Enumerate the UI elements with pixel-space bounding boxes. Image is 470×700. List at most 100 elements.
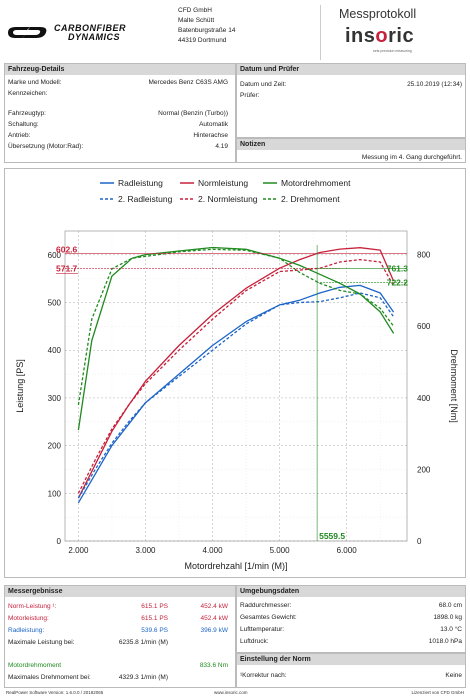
insoric-logo: Messprotokoll insoric sets precision mea… xyxy=(320,5,466,60)
vehicle-label: Marke und Modell: xyxy=(8,79,62,86)
y2-tick-label: 0 xyxy=(417,537,422,546)
y-tick-label: 600 xyxy=(48,251,62,260)
x-axis-label: Motordrehzahl [1/min (M)] xyxy=(184,561,287,571)
x-tick-label: 5.000 xyxy=(270,546,291,555)
env-value: 1018.0 hPa xyxy=(428,638,462,645)
y2-tick-label: 600 xyxy=(417,322,431,331)
series-line-2-normleistung xyxy=(77,258,395,494)
y-tick-label: 400 xyxy=(48,346,62,355)
result-label: Motorleistung: xyxy=(8,615,49,622)
env-value: 68.0 cm xyxy=(438,602,462,609)
y-tick-label: 0 xyxy=(57,537,62,546)
result-value-ps: 539.6 PS xyxy=(141,627,168,634)
vehicle-value: Mercedes Benz C63S AMG xyxy=(148,79,228,86)
notes-panel: Notizen xyxy=(236,138,466,163)
norm-section-title: Einstellung der Norm xyxy=(237,654,465,665)
result-value-nm: 833.6 Nm xyxy=(199,662,228,669)
y-tick-label: 500 xyxy=(48,299,62,308)
date-label: Prüfer: xyxy=(240,92,260,99)
company-address: CFD GmbH Malte Schütt Batenburgstraße 14… xyxy=(178,6,235,46)
address-line: Batenburgstraße 14 xyxy=(178,27,236,34)
document-title: Messprotokoll xyxy=(339,7,417,21)
result-label: Radleistung: xyxy=(8,627,45,634)
footer-software: RealPower Software Version: 1.6.0.0 / 20… xyxy=(6,690,104,695)
result-value-rpm: 4329.3 1/min (M) xyxy=(118,674,168,681)
env-label: Raddurchmesser: xyxy=(240,602,292,609)
result-value-ps: 6235.8 1/min (M) xyxy=(118,639,168,646)
y2-tick-label: 400 xyxy=(417,394,431,403)
chart-grid xyxy=(65,231,407,542)
vehicle-details-panel: Fahrzeug-Details xyxy=(4,63,236,163)
cfd-logo-icon xyxy=(8,27,47,38)
plot-border xyxy=(64,230,408,542)
vehicle-label: Antrieb: xyxy=(8,132,31,139)
result-value-kw: 452.4 kW xyxy=(200,615,228,622)
x-tick-label: 4.000 xyxy=(203,546,224,555)
y2-tick-label: 200 xyxy=(417,465,431,474)
address-line: 44319 Dortmund xyxy=(178,37,227,44)
vehicle-label: Kennzeichen: xyxy=(8,90,48,97)
vehicle-label: Schaltung: xyxy=(8,121,39,128)
annotation-rpm: 5559.5 xyxy=(319,531,345,541)
logo-part: o xyxy=(375,25,389,47)
chart-legend: Radleistung Normleistung Motordrehmoment 2.… xyxy=(100,178,351,204)
vehicle-label: Übersetzung (Motor:Rad): xyxy=(8,143,84,150)
dyno-chart: Radleistung Normleistung Motordrehmoment 2.… xyxy=(15,178,459,571)
chart-annotations: 602.6 571.7 761.3 722.2 5559.5 xyxy=(56,245,408,541)
annotation-green-high: 761.3 xyxy=(387,263,409,273)
company-logo: CARBONFIBER DYNAMICS xyxy=(6,22,166,44)
date-label: Datum und Zeit: xyxy=(240,81,287,88)
vehicle-value: 4.19 xyxy=(215,143,228,150)
chart-series xyxy=(77,246,395,504)
vehicle-value: Automatik xyxy=(199,121,228,128)
series-line-2-radleistung xyxy=(77,292,395,499)
notes-text: Messung im 4. Gang durchgeführt. xyxy=(361,154,462,161)
env-label: Lufttemperatur: xyxy=(240,626,285,633)
series-line-normleistung xyxy=(77,247,395,499)
result-value-ps: 615.1 PS xyxy=(141,615,168,622)
norm-panel: Einstellung der Norm xyxy=(236,653,466,688)
x-tick-label: 2.000 xyxy=(68,546,89,555)
legend-label: Normleistung xyxy=(198,178,248,188)
y2-tick-label: 800 xyxy=(417,251,431,260)
brand-line2: DYNAMICS xyxy=(68,32,121,42)
env-label: Gesamtes Gewicht: xyxy=(240,614,297,621)
legend-label: 2. Drehmoment xyxy=(281,194,340,204)
annotation-green-low: 722.2 xyxy=(387,277,409,287)
y-axis-label: Leistung [PS] xyxy=(15,359,25,413)
brand-name: CARBONFIBER DYNAMICS xyxy=(54,24,126,42)
logo-slogan: sets precision measuring xyxy=(373,49,412,53)
result-label: Maximales Drehmoment bei: xyxy=(8,674,91,681)
result-label: Norm-Leistung ¹: xyxy=(8,603,57,610)
y-tick-label: 300 xyxy=(48,394,62,403)
result-value-kw: 396.9 kW xyxy=(200,627,228,634)
vehicle-label: Fahrzeugtyp: xyxy=(8,110,46,117)
notes-section-title: Notizen xyxy=(237,139,465,150)
logo-part: ric xyxy=(388,25,415,47)
y2-axis-label: Drehmoment [Nm] xyxy=(449,349,459,423)
brand-line1: CARBONFIBER xyxy=(54,23,126,33)
annotation-red-high: 602.6 xyxy=(56,245,78,255)
footer-website[interactable]: www.insoric.com xyxy=(214,690,248,695)
environment-section-title: Umgebungsdaten xyxy=(237,586,465,597)
env-label: Luftdruck: xyxy=(240,638,269,645)
legend-label: Motordrehmoment xyxy=(281,178,351,188)
series-line-motordrehmoment xyxy=(77,246,395,431)
insoric-wordmark: insoric xyxy=(345,25,414,48)
result-value-ps: 615.1 PS xyxy=(141,603,168,610)
legend-label: 2. Radleistung xyxy=(118,194,173,204)
logo-part: ins xyxy=(345,25,376,47)
address-line: CFD GmbH xyxy=(178,7,212,14)
result-value-kw: 452.4 kW xyxy=(200,603,228,610)
results-panel: Messergebnisse xyxy=(4,585,236,688)
norm-value: Keine xyxy=(445,672,462,679)
vehicle-value: Normal (Benzin (Turbo)) xyxy=(158,110,228,117)
environment-panel: Umgebungsdaten xyxy=(236,585,466,653)
date-section-title: Datum und Prüfer xyxy=(237,64,465,75)
result-label: Motordrehmoment xyxy=(8,662,62,669)
chart-axes: 2.000 3.000 4.000 5.000 6.000 0 100 200 300 400 50… xyxy=(15,230,459,571)
chart-panel: Radleistung Normleistung Motordrehmoment 2.… xyxy=(4,168,466,578)
vehicle-section-title: Fahrzeug-Details xyxy=(5,64,235,75)
norm-label: ¹Korrektur nach: xyxy=(240,672,287,679)
results-section-title: Messergebnisse xyxy=(5,586,235,597)
